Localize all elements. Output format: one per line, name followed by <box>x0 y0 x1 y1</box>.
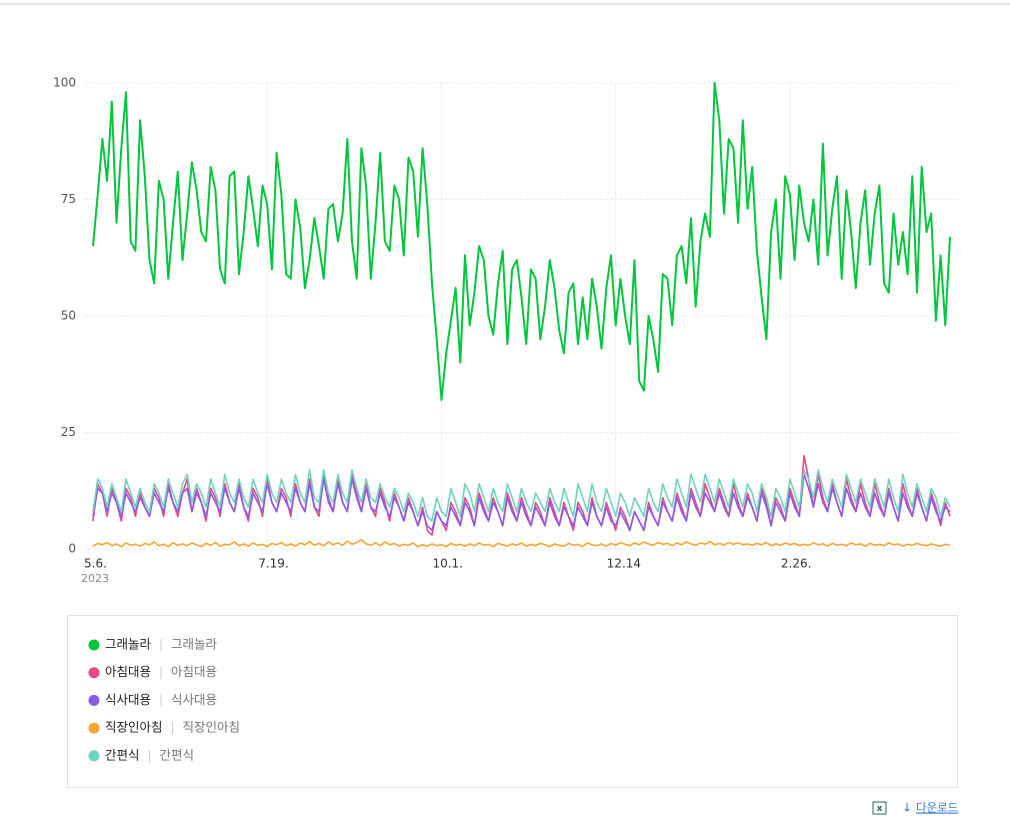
legend-dot <box>88 694 100 706</box>
x-tick-label: 10.1. <box>432 557 463 571</box>
x-tick-label: 5.6. <box>84 557 107 571</box>
grid <box>85 82 957 550</box>
legend-keyword: 그래놀라 <box>171 637 218 652</box>
y-tick-label: 50 <box>61 309 76 323</box>
x-tick-label: 12.14 <box>607 557 641 571</box>
legend-keyword: 식사대용 <box>171 692 217 707</box>
legend-name: 아침대용 <box>105 664 151 679</box>
legend-keyword: 간편식 <box>160 747 195 762</box>
legend-sep: | <box>159 638 163 652</box>
legend-sep: | <box>148 748 152 762</box>
y-tick-label: 100 <box>53 76 76 90</box>
x-tick-label: 2.26. <box>781 557 812 571</box>
legend-name: 그래놀라 <box>105 637 152 652</box>
legend-name: 직장인아침 <box>105 720 163 735</box>
legend-dot <box>88 750 100 762</box>
series-line <box>92 469 951 522</box>
legend-dot <box>88 667 100 679</box>
y-tick-label: 0 <box>68 542 76 556</box>
x-tick-label: 7.19. <box>258 557 289 571</box>
legend-box <box>67 615 958 788</box>
excel-icon-x: x <box>877 804 883 814</box>
legend-dot <box>88 722 100 734</box>
x-sublabel: 2023 <box>81 572 109 585</box>
legend-dot <box>88 639 100 651</box>
download[interactable]: x ↓ 다운로드 <box>872 801 958 815</box>
legend-sep: | <box>159 665 163 679</box>
legend-name: 식사대용 <box>105 692 151 707</box>
series-line <box>92 538 951 548</box>
axis: 0 25 50 75 100 5.6. 7.19. 10.1. 12.14 2.26. 2023 <box>53 76 811 586</box>
legend-sep: | <box>159 693 163 707</box>
legend-keyword: 아침대용 <box>171 664 217 679</box>
series-line <box>92 82 951 401</box>
download-arrow: ↓ <box>902 801 912 815</box>
legend-name: 간편식 <box>105 747 140 762</box>
legend-keyword: 직장인아침 <box>183 720 241 735</box>
excel-icon <box>872 801 887 815</box>
lines <box>92 82 951 548</box>
y-tick-label: 25 <box>61 425 76 439</box>
legend-sep: | <box>171 721 175 735</box>
series-line <box>92 473 951 532</box>
download-link[interactable]: 다운로드 <box>916 801 958 815</box>
y-tick-label: 75 <box>61 192 76 206</box>
